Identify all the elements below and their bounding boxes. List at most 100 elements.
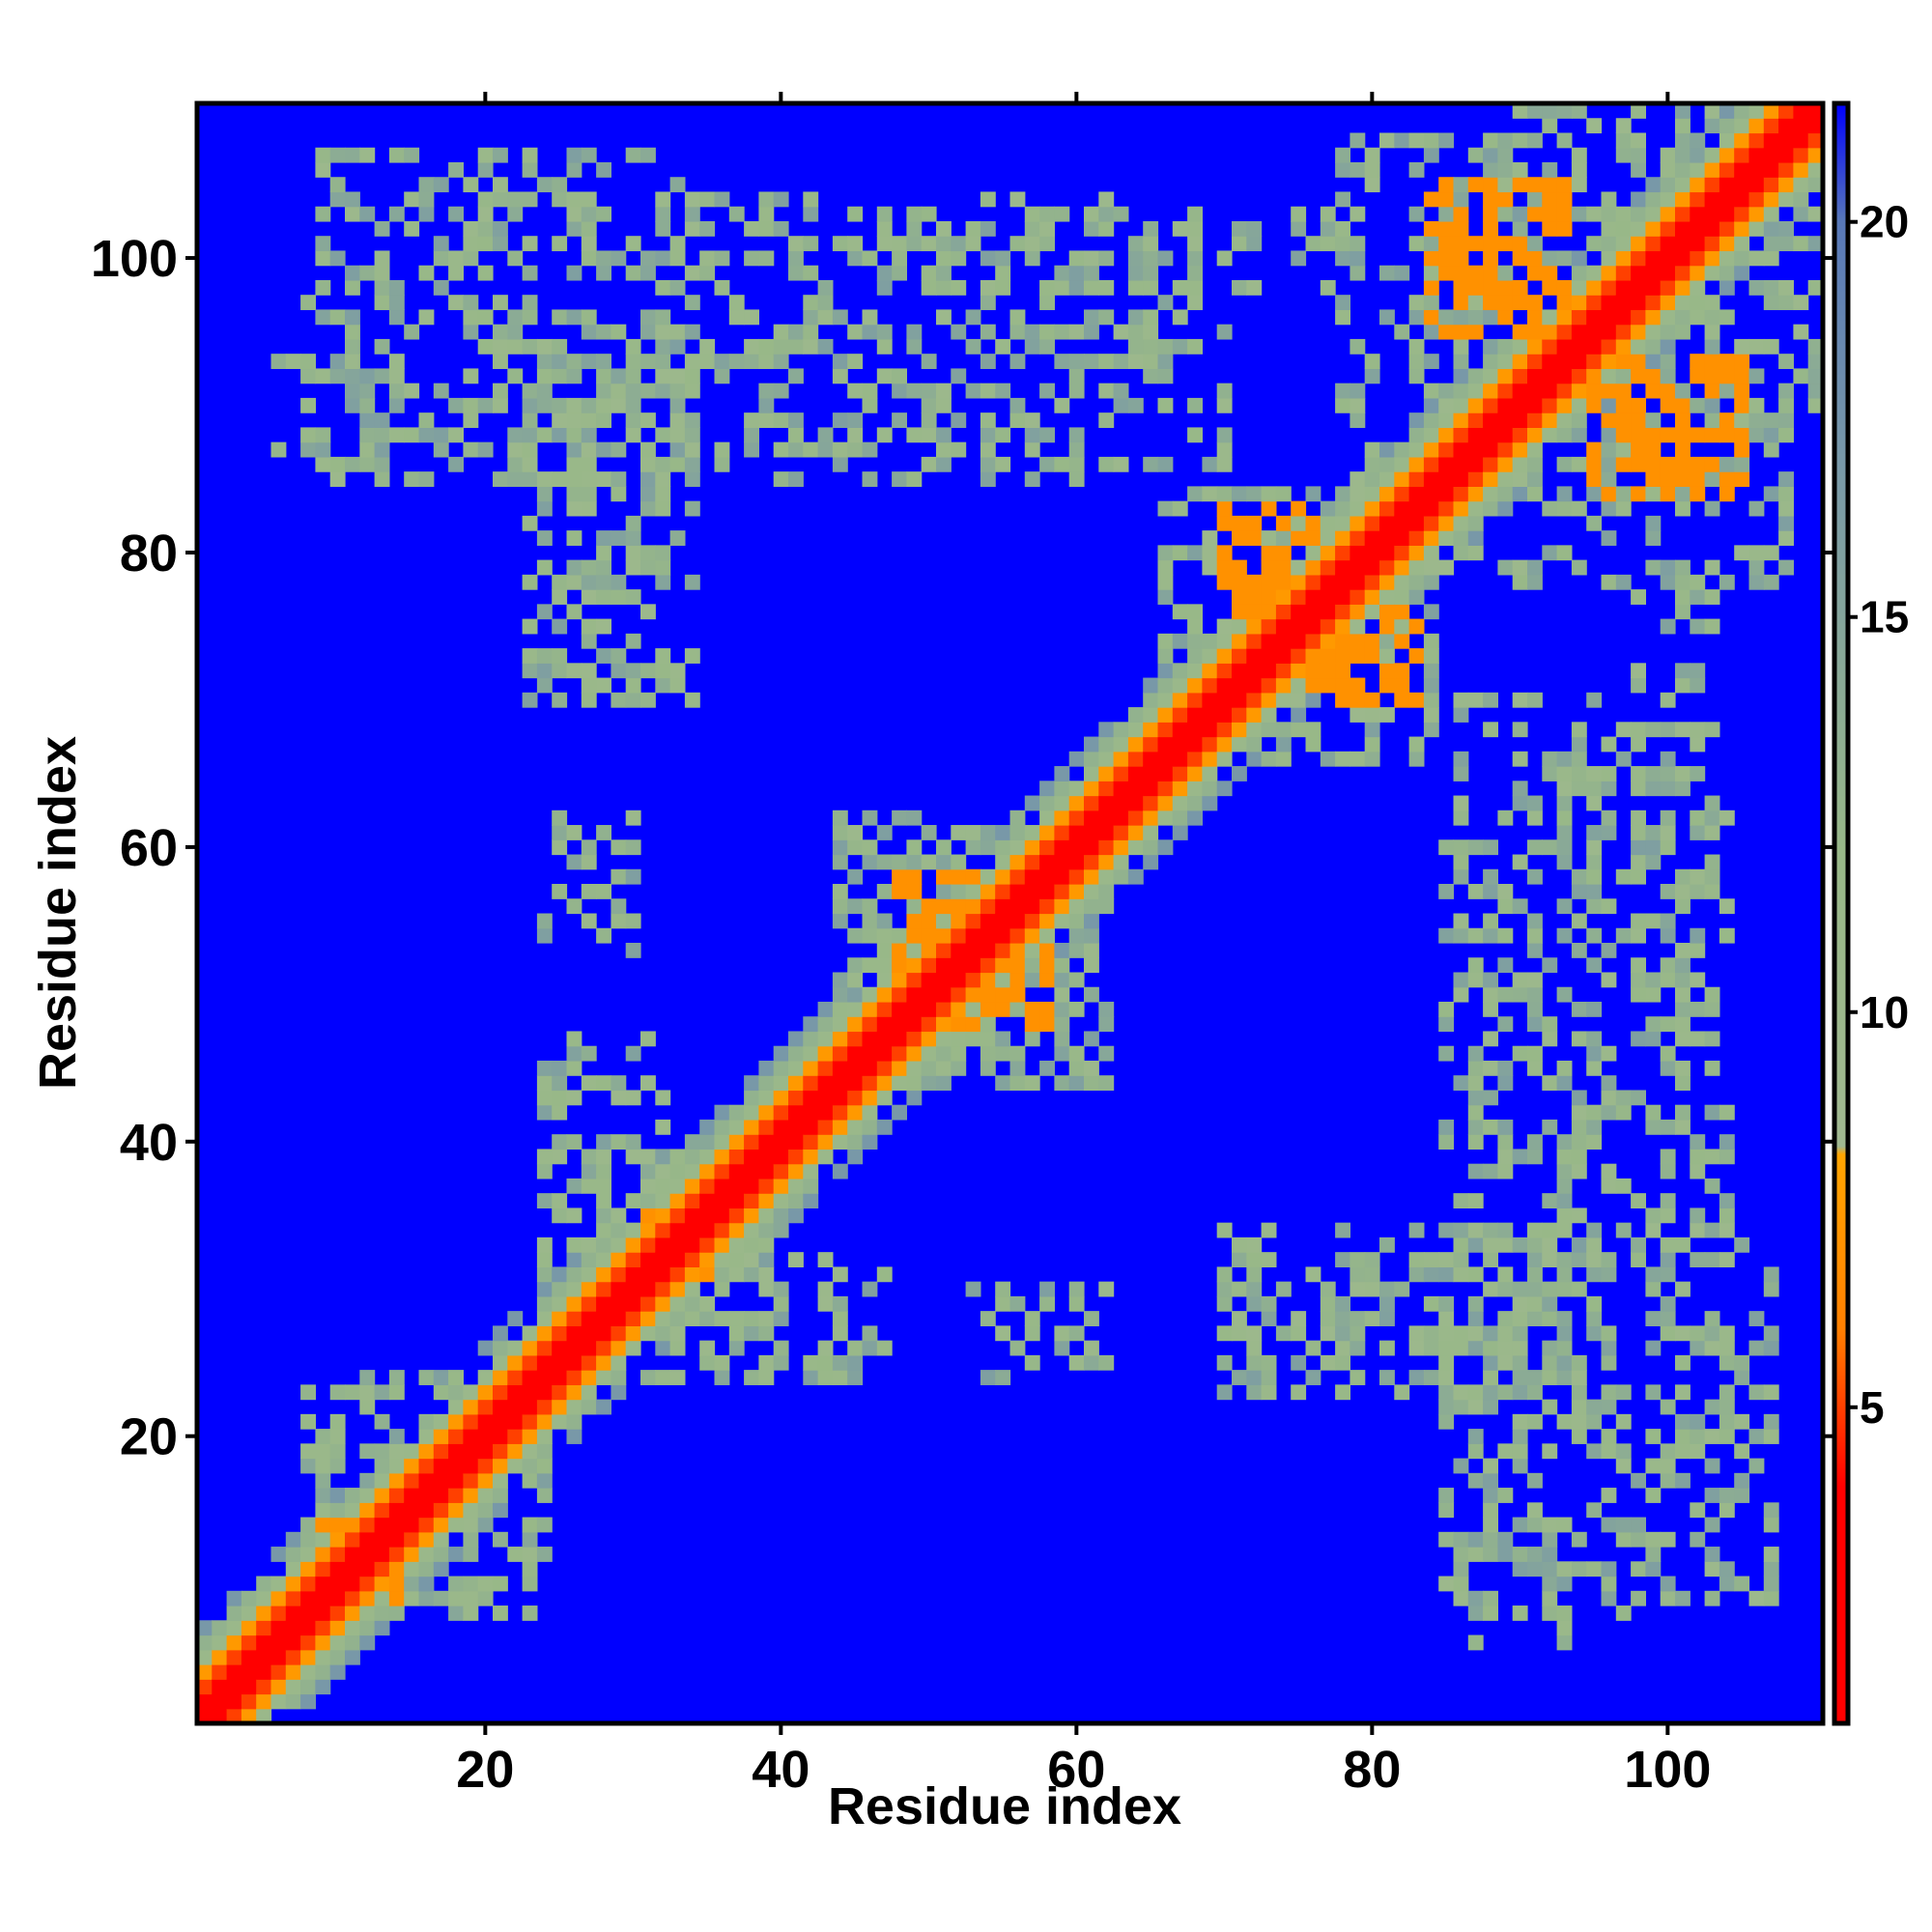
heatmap-cell bbox=[596, 574, 611, 590]
heatmap-cell bbox=[1645, 295, 1662, 311]
heatmap-cell bbox=[1527, 1222, 1543, 1238]
heatmap-cell bbox=[1068, 839, 1085, 856]
heatmap-cell bbox=[1054, 1340, 1070, 1356]
heatmap-cell bbox=[1748, 132, 1765, 149]
heatmap-cell bbox=[329, 456, 346, 472]
heatmap-cell bbox=[1793, 368, 1809, 384]
heatmap-cell bbox=[1054, 354, 1070, 370]
heatmap-cell bbox=[1438, 1222, 1455, 1238]
heatmap-cell bbox=[1453, 795, 1469, 811]
heatmap-cell bbox=[788, 338, 804, 355]
heatmap-cell bbox=[1675, 1472, 1690, 1489]
heatmap-cell bbox=[1719, 1104, 1735, 1121]
heatmap-cell bbox=[1039, 972, 1055, 988]
heatmap-cell bbox=[1512, 1149, 1528, 1165]
heatmap-cell bbox=[669, 250, 686, 267]
heatmap-cell bbox=[1246, 220, 1263, 237]
heatmap-cell bbox=[1127, 338, 1144, 355]
heatmap-cell bbox=[1571, 1413, 1587, 1430]
heatmap-cell bbox=[477, 147, 494, 163]
heatmap-cell bbox=[1719, 118, 1735, 134]
heatmap-cell bbox=[536, 648, 553, 664]
heatmap-cell bbox=[1704, 722, 1720, 738]
heatmap-cell bbox=[611, 1311, 627, 1326]
heatmap-cell bbox=[566, 191, 582, 208]
heatmap-cell bbox=[640, 1295, 656, 1312]
heatmap-cell bbox=[1098, 795, 1115, 811]
heatmap-cell bbox=[1601, 412, 1617, 428]
heatmap-cell bbox=[1438, 1119, 1455, 1135]
heatmap-cell bbox=[862, 250, 878, 267]
heatmap-cell bbox=[1675, 500, 1690, 517]
heatmap-cell bbox=[1675, 383, 1690, 399]
heatmap-cell bbox=[285, 1576, 301, 1592]
heatmap-cell bbox=[1009, 884, 1026, 899]
heatmap-cell bbox=[1645, 486, 1662, 502]
heatmap-cell bbox=[1068, 279, 1085, 296]
heatmap-cell bbox=[1748, 559, 1765, 576]
heatmap-cell bbox=[1645, 722, 1662, 738]
heatmap-cell bbox=[1660, 1399, 1676, 1415]
heatmap-cell bbox=[374, 295, 390, 311]
heatmap-cell bbox=[1172, 604, 1188, 620]
heatmap-cell bbox=[669, 1208, 686, 1224]
heatmap-cell bbox=[1497, 456, 1514, 472]
heatmap-cell bbox=[1423, 309, 1439, 326]
heatmap-cell bbox=[1527, 191, 1543, 208]
heatmap-cell bbox=[1719, 103, 1735, 119]
heatmap-cell bbox=[1291, 618, 1307, 635]
heatmap-cell bbox=[1423, 295, 1439, 311]
heatmap-cell bbox=[1704, 1149, 1720, 1165]
heatmap-cell bbox=[1113, 781, 1129, 797]
heatmap-cell bbox=[862, 1001, 878, 1017]
heatmap-cell bbox=[669, 441, 686, 458]
heatmap-cell bbox=[374, 441, 390, 458]
heatmap-cell bbox=[1571, 884, 1587, 899]
heatmap-cell bbox=[936, 1031, 952, 1047]
heatmap-cell bbox=[581, 147, 597, 163]
heatmap-cell bbox=[1763, 191, 1779, 208]
heatmap-cell bbox=[1423, 191, 1439, 208]
heatmap-cell bbox=[1660, 766, 1676, 781]
heatmap-cell bbox=[1172, 279, 1188, 296]
heatmap-cell bbox=[1704, 368, 1720, 384]
heatmap-cell bbox=[1438, 1045, 1455, 1062]
heatmap-cell bbox=[463, 1605, 479, 1621]
heatmap-cell bbox=[1690, 1031, 1706, 1047]
heatmap-cell bbox=[1497, 383, 1514, 399]
heatmap-cell bbox=[522, 427, 538, 443]
heatmap-cell bbox=[581, 618, 597, 635]
heatmap-cell bbox=[1098, 751, 1115, 767]
heatmap-cell bbox=[1009, 957, 1026, 974]
heatmap-cell bbox=[611, 1090, 627, 1106]
heatmap-cell bbox=[566, 1311, 582, 1326]
heatmap-cell bbox=[1615, 456, 1632, 472]
heatmap-cell bbox=[1291, 1311, 1307, 1326]
heatmap-cell bbox=[1690, 766, 1706, 781]
heatmap-cell bbox=[655, 383, 671, 399]
heatmap-cell bbox=[596, 1208, 611, 1224]
heatmap-cell bbox=[655, 456, 671, 472]
heatmap-cell bbox=[256, 1634, 272, 1651]
heatmap-cell bbox=[625, 677, 641, 694]
heatmap-cell bbox=[744, 1134, 759, 1151]
heatmap-cell bbox=[1187, 486, 1203, 502]
heatmap-cell bbox=[892, 942, 907, 958]
heatmap-cell bbox=[566, 1370, 582, 1385]
heatmap-cell bbox=[876, 854, 893, 870]
heatmap-cell bbox=[1556, 383, 1573, 399]
heatmap-cell bbox=[1453, 1458, 1469, 1474]
heatmap-cell bbox=[1216, 633, 1233, 649]
heatmap-cell bbox=[1364, 354, 1380, 370]
heatmap-cell bbox=[1246, 1295, 1263, 1312]
heatmap-cell bbox=[1675, 898, 1690, 915]
heatmap-cell bbox=[758, 1163, 775, 1179]
heatmap-cell bbox=[1084, 810, 1099, 826]
heatmap-cell bbox=[1542, 1193, 1558, 1209]
heatmap-cell bbox=[1675, 677, 1690, 694]
heatmap-cell bbox=[433, 177, 449, 193]
heatmap-cell bbox=[388, 1531, 405, 1548]
heatmap-cell bbox=[1467, 1163, 1484, 1179]
heatmap-cell bbox=[1631, 1561, 1646, 1577]
